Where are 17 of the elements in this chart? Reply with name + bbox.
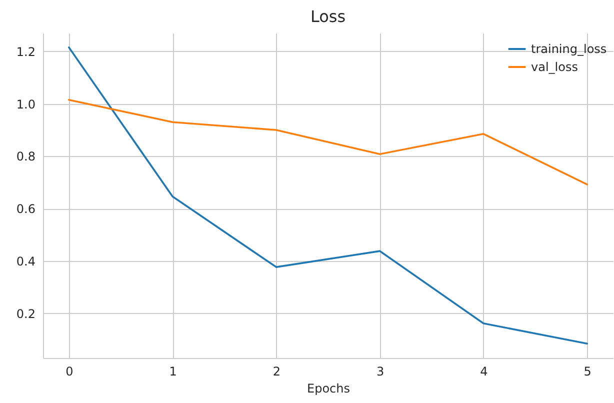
y-tick-label: 0.2 bbox=[16, 306, 36, 321]
y-tick-label: 0.6 bbox=[16, 202, 36, 216]
x-axis-title: Epochs bbox=[307, 382, 350, 396]
y-tick-label: 0.8 bbox=[16, 150, 36, 164]
x-tick-label: 3 bbox=[376, 364, 384, 378]
legend-label: training_loss bbox=[531, 42, 607, 56]
legend-label: val_loss bbox=[531, 60, 578, 74]
y-tick-label: 1.2 bbox=[16, 44, 36, 59]
y-tick-label: 0.4 bbox=[16, 254, 36, 269]
x-tick-label: 4 bbox=[480, 364, 488, 378]
line-series bbox=[68, 98, 588, 186]
x-tick-label: 5 bbox=[584, 364, 592, 378]
chart-title: Loss bbox=[310, 7, 346, 26]
x-tick-label: 0 bbox=[66, 364, 74, 378]
x-tick-label: 2 bbox=[272, 364, 280, 378]
x-tick-label: 1 bbox=[169, 364, 177, 378]
y-tick-label: 1.0 bbox=[16, 97, 36, 112]
